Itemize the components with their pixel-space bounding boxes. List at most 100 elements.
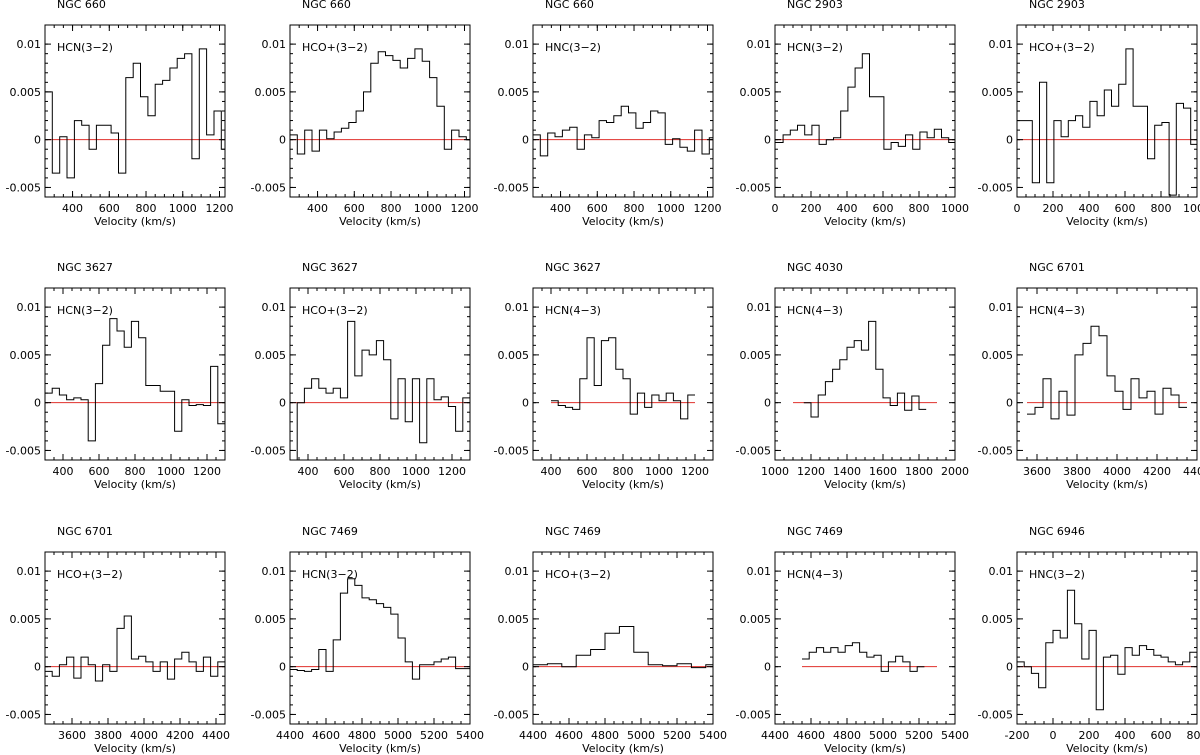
y-tick-label: 0.005 (10, 349, 42, 362)
y-tick-label: 0 (764, 397, 771, 410)
y-tick-label: 0.01 (747, 301, 772, 314)
line-label: HCN(3−2) (302, 568, 358, 581)
x-tick-label: 0 (1014, 202, 1021, 215)
x-tick-label: 1200 (450, 202, 478, 215)
x-tick-label: 1200 (438, 465, 466, 478)
y-tick-label: -0.005 (978, 444, 1013, 457)
x-tick-label: 5400 (941, 729, 969, 742)
x-axis-label: Velocity (km/s) (824, 478, 906, 491)
y-tick-label: 0.01 (17, 565, 42, 578)
x-tick-label: 3600 (1023, 465, 1051, 478)
y-tick-label: 0.005 (255, 86, 287, 99)
x-tick-label: 1000 (169, 202, 197, 215)
panel-title: NGC 660 (545, 0, 594, 11)
panel-title: NGC 7469 (302, 525, 358, 538)
x-tick-label: 200 (1043, 202, 1064, 215)
x-tick-label: 400 (53, 465, 74, 478)
y-tick-label: 0.01 (262, 38, 287, 51)
x-tick-label: 5000 (384, 729, 412, 742)
y-tick-label: 0.005 (10, 613, 42, 626)
x-tick-label: 4800 (833, 729, 861, 742)
x-tick-label: 4000 (1103, 465, 1131, 478)
x-axis-label: Velocity (km/s) (94, 742, 176, 755)
line-label: HCO+(3−2) (57, 568, 123, 581)
x-tick-label: 5200 (905, 729, 933, 742)
x-tick-label: 800 (136, 202, 157, 215)
y-tick-label: 0.005 (982, 613, 1014, 626)
spectrum-trace (290, 578, 470, 680)
spectrum-panel: NGC 660 HNC(3−2) -0.005 0 0.005 0.01 400 600 800… (494, 0, 722, 228)
line-label: HCN(4−3) (1029, 304, 1085, 317)
x-tick-label: 5200 (420, 729, 448, 742)
y-tick-label: -0.005 (978, 181, 1013, 194)
x-tick-label: 4200 (166, 729, 194, 742)
y-tick-label: 0.005 (982, 86, 1014, 99)
panel-title: NGC 7469 (787, 525, 843, 538)
x-tick-label: 400 (62, 202, 83, 215)
spectrum-panel: NGC 660 HCN(3−2) -0.005 0 0.005 0.01 400 600 800… (6, 0, 234, 228)
x-tick-label: 4400 (519, 729, 547, 742)
line-label: HCN(3−2) (57, 304, 113, 317)
x-tick-label: 1200 (193, 465, 221, 478)
x-tick-label: 1400 (833, 465, 861, 478)
x-axis-label: Velocity (km/s) (94, 215, 176, 228)
y-tick-label: 0 (1006, 397, 1013, 410)
y-tick-label: 0.01 (989, 301, 1014, 314)
panel-title: NGC 660 (302, 0, 351, 11)
x-axis-label: Velocity (km/s) (1066, 742, 1148, 755)
x-axis-label: Velocity (km/s) (582, 478, 664, 491)
x-tick-label: 1000 (761, 465, 789, 478)
spectrum-panel: NGC 7469 HCO+(3−2) -0.005 0 0.005 0.01 4400 460… (494, 525, 727, 755)
x-tick-label: 1600 (869, 465, 897, 478)
x-tick-label: 600 (1151, 729, 1172, 742)
x-tick-label: 600 (334, 465, 355, 478)
y-tick-label: 0 (279, 397, 286, 410)
spectrum-trace (1017, 589, 1197, 711)
x-tick-label: 600 (344, 202, 365, 215)
y-tick-label: 0 (279, 661, 286, 674)
x-tick-label: 1000 (657, 202, 685, 215)
panel-title: NGC 6701 (1029, 261, 1085, 274)
panel-title: NGC 4030 (787, 261, 843, 274)
spectrum-panel: NGC 7469 HCN(3−2) -0.005 0 0.005 0.01 4400 4600… (251, 525, 484, 755)
x-tick-label: 2000 (941, 465, 969, 478)
x-tick-label: 1800 (905, 465, 933, 478)
x-tick-label: 5400 (699, 729, 727, 742)
spectrum-panel: NGC 3627 HCO+(3−2) -0.005 0 0.005 0.01 400 600 8… (251, 261, 471, 491)
y-tick-label: 0.005 (740, 86, 772, 99)
x-axis-label: Velocity (km/s) (582, 215, 664, 228)
x-tick-label: 4400 (1183, 465, 1200, 478)
x-tick-label: 4400 (761, 729, 789, 742)
y-tick-label: 0.005 (255, 349, 287, 362)
line-label: HCN(4−3) (787, 304, 843, 317)
line-label: HNC(3−2) (545, 41, 601, 54)
spectrum-trace (290, 320, 470, 461)
y-tick-label: 0.005 (255, 613, 287, 626)
x-tick-label: 800 (125, 465, 146, 478)
y-tick-label: 0.01 (989, 565, 1014, 578)
spectrum-trace (45, 48, 225, 179)
x-tick-label: 1000 (157, 465, 185, 478)
spectrum-trace (45, 615, 225, 682)
y-tick-label: -0.005 (978, 708, 1013, 721)
spectrum-trace (551, 337, 695, 420)
x-tick-label: 1200 (681, 465, 709, 478)
x-axis-label: Velocity (km/s) (339, 215, 421, 228)
y-tick-label: -0.005 (494, 181, 529, 194)
y-tick-label: -0.005 (494, 708, 529, 721)
spectrum-trace (45, 318, 225, 442)
x-tick-label: 1200 (797, 465, 825, 478)
x-tick-label: 800 (624, 202, 645, 215)
x-tick-label: 600 (99, 202, 120, 215)
panel-title: NGC 3627 (545, 261, 601, 274)
x-tick-label: 600 (89, 465, 110, 478)
x-tick-label: 4800 (348, 729, 376, 742)
line-label: HCN(3−2) (57, 41, 113, 54)
x-axis-label: Velocity (km/s) (339, 478, 421, 491)
y-tick-label: 0 (764, 661, 771, 674)
x-tick-label: 4600 (555, 729, 583, 742)
y-tick-label: -0.005 (6, 181, 41, 194)
y-tick-label: 0.005 (498, 613, 530, 626)
